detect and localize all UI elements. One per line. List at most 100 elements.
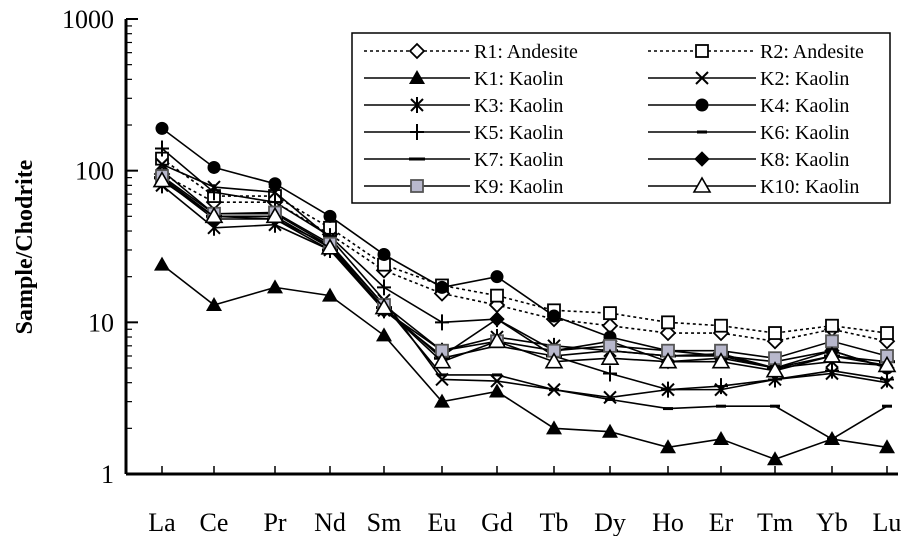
data-point [661,381,675,398]
data-point [544,352,564,369]
data-point [547,309,561,323]
data-point [487,331,507,349]
data-point [374,298,394,315]
data-point [204,206,224,224]
x-tick-label: Tb [540,508,569,536]
x-tick-label: Yb [816,508,848,536]
y-tick-label: 100 [75,157,114,186]
series-3 [154,256,895,466]
legend-label: R2: Andesite [760,41,864,63]
data-point [659,324,677,342]
series-line [161,158,888,334]
data-point [376,327,392,342]
data-point [489,383,505,398]
data-point [377,248,391,262]
x-tick-label: Eu [428,508,457,536]
data-point [410,179,424,193]
data-point [322,287,338,302]
data-point [434,393,450,408]
data-point [663,407,673,411]
data-point [695,71,709,85]
data-point [155,121,169,135]
series-line [161,179,888,372]
data-point [410,97,424,113]
data-point [768,326,782,340]
legend-entry: K6: Kaolin [648,122,849,144]
legend-entry: K10: Kaolin [648,176,859,198]
data-point [714,318,728,333]
y-tick-label: 10 [88,308,114,337]
data-point [546,420,562,435]
legend-entry: R1: Andesite [364,41,578,63]
data-point [879,439,895,454]
x-tick-label: Sm [367,508,402,536]
chart-axes: 1 10 100 1000 La Ce Pr Nd Sm Eu Gd Tb Dy Ho Er Tm Yb Lu [62,5,901,536]
data-point [409,157,425,161]
data-point [695,44,709,58]
series-line [161,173,888,343]
data-point [489,311,505,327]
data-point [207,160,221,174]
series-layer [152,121,897,466]
series-line [161,178,888,369]
data-point [697,130,707,134]
x-tick-label: Pr [263,508,286,536]
chart-legend: R1: Andesite R2: Andesite K1: Kaolin K2: Ka… [351,32,891,204]
y-tick-label: 1000 [62,5,114,34]
series-line [161,127,888,369]
legend-box [351,32,891,204]
data-point [155,140,169,157]
series-line [161,175,888,360]
data-point [490,270,504,284]
y-axis-label: Sample/Chodrite [12,159,38,334]
data-point [658,352,678,369]
series-12 [152,170,897,378]
data-point [660,439,676,454]
legend-label: K2: Kaolin [760,68,849,90]
data-point [490,288,504,303]
legend-label: K9: Kaolin [474,176,563,198]
legend-label: K6: Kaolin [760,122,849,144]
data-point [692,176,712,193]
data-point [152,170,172,188]
legend-entry: K9: Kaolin [364,176,563,198]
data-point [410,124,424,140]
data-point [827,437,837,441]
data-point [320,238,340,255]
y-tick-label: 1 [101,460,114,489]
data-point [714,378,728,395]
x-tick-label: Tm [757,508,793,536]
data-point [409,70,425,84]
data-point [765,361,785,378]
data-point [825,318,839,333]
data-point [602,423,618,438]
data-point [206,297,222,312]
data-point [716,404,726,408]
legend-entry: K2: Kaolin [648,68,849,90]
data-point [711,352,731,369]
series-line [161,170,888,440]
data-point [323,209,337,223]
x-tick-label: Ho [652,508,684,536]
legend-entry: K7: Kaolin [364,149,563,171]
data-point [377,279,391,296]
data-point [265,206,285,224]
data-point [767,451,783,466]
data-point [605,397,615,401]
data-point [822,346,842,363]
legend-label: K8: Kaolin [760,149,849,171]
data-point [408,42,426,60]
data-point [268,177,282,191]
x-tick-label: Dy [594,508,626,536]
series-7 [155,140,894,398]
x-tick-label: La [148,508,176,536]
x-tick-label: Nd [314,508,346,536]
data-point [661,315,675,330]
data-point [267,279,283,294]
x-tick-label: Ce [200,508,229,536]
data-point [435,280,449,294]
legend-label: K1: Kaolin [474,68,563,90]
series-line [161,264,888,461]
x-tick-label: Lu [873,508,902,536]
data-point [603,390,617,405]
